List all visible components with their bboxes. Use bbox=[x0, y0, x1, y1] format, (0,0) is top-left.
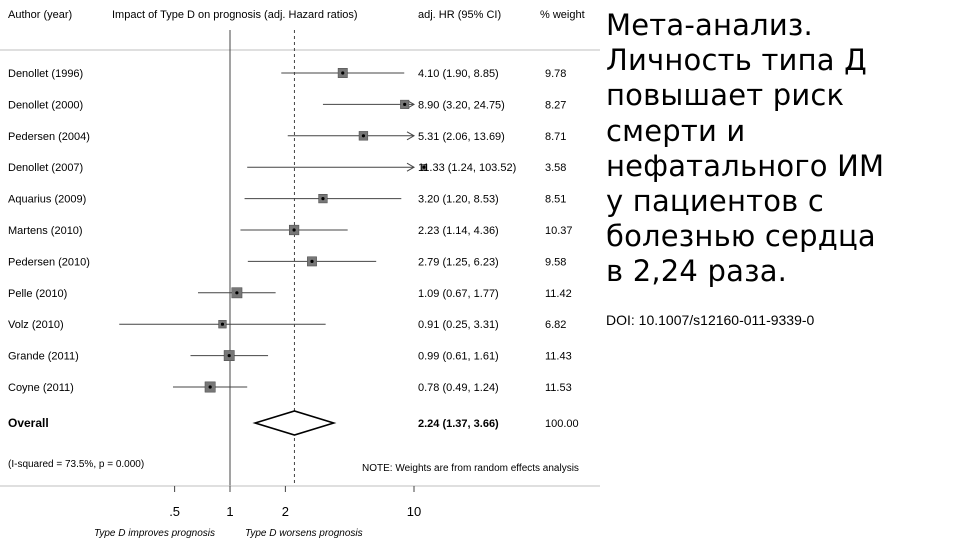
header-hr: adj. HR (95% CI) bbox=[418, 9, 501, 21]
study-label: Pelle (2010) bbox=[8, 288, 67, 300]
hr-ci-text: 0.91 (0.25, 3.31) bbox=[418, 319, 499, 331]
overall-weight-text: 100.00 bbox=[545, 418, 579, 430]
hr-ci-text: 4.10 (1.90, 8.85) bbox=[418, 68, 499, 80]
study-label: Denollet (2000) bbox=[8, 99, 83, 111]
weight-text: 8.27 bbox=[545, 99, 566, 111]
hr-ci-text: 5.31 (2.06, 13.69) bbox=[418, 131, 505, 143]
study-label: Volz (2010) bbox=[8, 319, 64, 331]
point-center bbox=[227, 354, 231, 358]
point-center bbox=[235, 291, 239, 295]
heterogeneity-text: (I-squared = 73.5%, p = 0.000) bbox=[8, 459, 144, 470]
x-tick-label: 10 bbox=[407, 504, 421, 519]
footer-left-caption: Type D improves prognosis bbox=[94, 528, 215, 539]
point-center bbox=[208, 385, 212, 389]
point-center bbox=[422, 165, 426, 169]
overall-ci-text: 2.24 (1.37, 3.66) bbox=[418, 418, 499, 430]
hr-ci-text: 2.79 (1.25, 6.23) bbox=[418, 256, 499, 268]
weight-text: 8.51 bbox=[545, 194, 566, 206]
weight-text: 10.37 bbox=[545, 225, 573, 237]
weight-text: 11.53 bbox=[545, 382, 572, 394]
weight-text: 3.58 bbox=[545, 162, 566, 174]
point-center bbox=[321, 197, 325, 201]
point-center bbox=[310, 259, 314, 263]
weight-text: 6.82 bbox=[545, 319, 566, 331]
study-label: Coyne (2011) bbox=[8, 382, 74, 394]
doi-reference: DOI: 10.1007/s12160-011-9339-0 bbox=[606, 311, 815, 328]
ci-arrow bbox=[406, 131, 416, 141]
x-tick-label: 2 bbox=[282, 504, 289, 519]
weights-note: NOTE: Weights are from random effects an… bbox=[362, 463, 579, 474]
hr-ci-text: 3.20 (1.20, 8.53) bbox=[418, 194, 499, 206]
hr-ci-text: 11.33 (1.24, 103.52) bbox=[418, 162, 516, 174]
hr-ci-text: 8.90 (3.20, 24.75) bbox=[418, 99, 505, 111]
hr-ci-text: 0.99 (0.61, 1.61) bbox=[418, 351, 499, 363]
header-study: Author (year) bbox=[8, 9, 72, 21]
weight-text: 8.71 bbox=[545, 131, 566, 143]
point-center bbox=[403, 102, 407, 106]
study-label: Martens (2010) bbox=[8, 225, 83, 237]
ci-arrow bbox=[406, 99, 416, 109]
study-label: Grande (2011) bbox=[8, 351, 79, 363]
x-tick-label: 1 bbox=[226, 504, 233, 519]
overall-diamond bbox=[252, 410, 337, 436]
study-label: Pedersen (2010) bbox=[8, 256, 90, 268]
hr-ci-text: 2.23 (1.14, 4.36) bbox=[418, 225, 499, 237]
study-label: Denollet (2007) bbox=[8, 162, 83, 174]
point-center bbox=[220, 322, 225, 326]
forest-plot: Author (year) Impact of Type D on prognos… bbox=[0, 9, 600, 539]
study-label: Aquarius (2009) bbox=[8, 194, 86, 206]
weight-text: 9.78 bbox=[545, 68, 566, 80]
overall-label: Overall bbox=[8, 416, 49, 430]
study-label: Pedersen (2004) bbox=[8, 131, 90, 143]
weight-text: 9.58 bbox=[545, 256, 566, 268]
side-panel: Мета-анализ. Личность типа Д повышает ри… bbox=[606, 8, 956, 328]
point-center bbox=[361, 134, 366, 138]
point-center bbox=[341, 71, 345, 75]
point-center bbox=[292, 228, 296, 232]
header-weight: % weight bbox=[540, 9, 585, 21]
ci-arrow bbox=[406, 162, 416, 172]
hr-ci-text: 0.78 (0.49, 1.24) bbox=[418, 382, 499, 394]
weight-text: 11.42 bbox=[545, 288, 572, 300]
x-tick-label: .5 bbox=[169, 504, 180, 519]
weight-text: 11.43 bbox=[545, 351, 572, 363]
hr-ci-text: 1.09 (0.67, 1.77) bbox=[418, 288, 499, 300]
slide-title: Мета-анализ. Личность типа Д повышает ри… bbox=[606, 8, 885, 289]
study-label: Denollet (1996) bbox=[8, 68, 83, 80]
footer-right-caption: Type D worsens prognosis bbox=[245, 528, 363, 539]
header-title: Impact of Type D on prognosis (adj. Haza… bbox=[112, 9, 358, 21]
